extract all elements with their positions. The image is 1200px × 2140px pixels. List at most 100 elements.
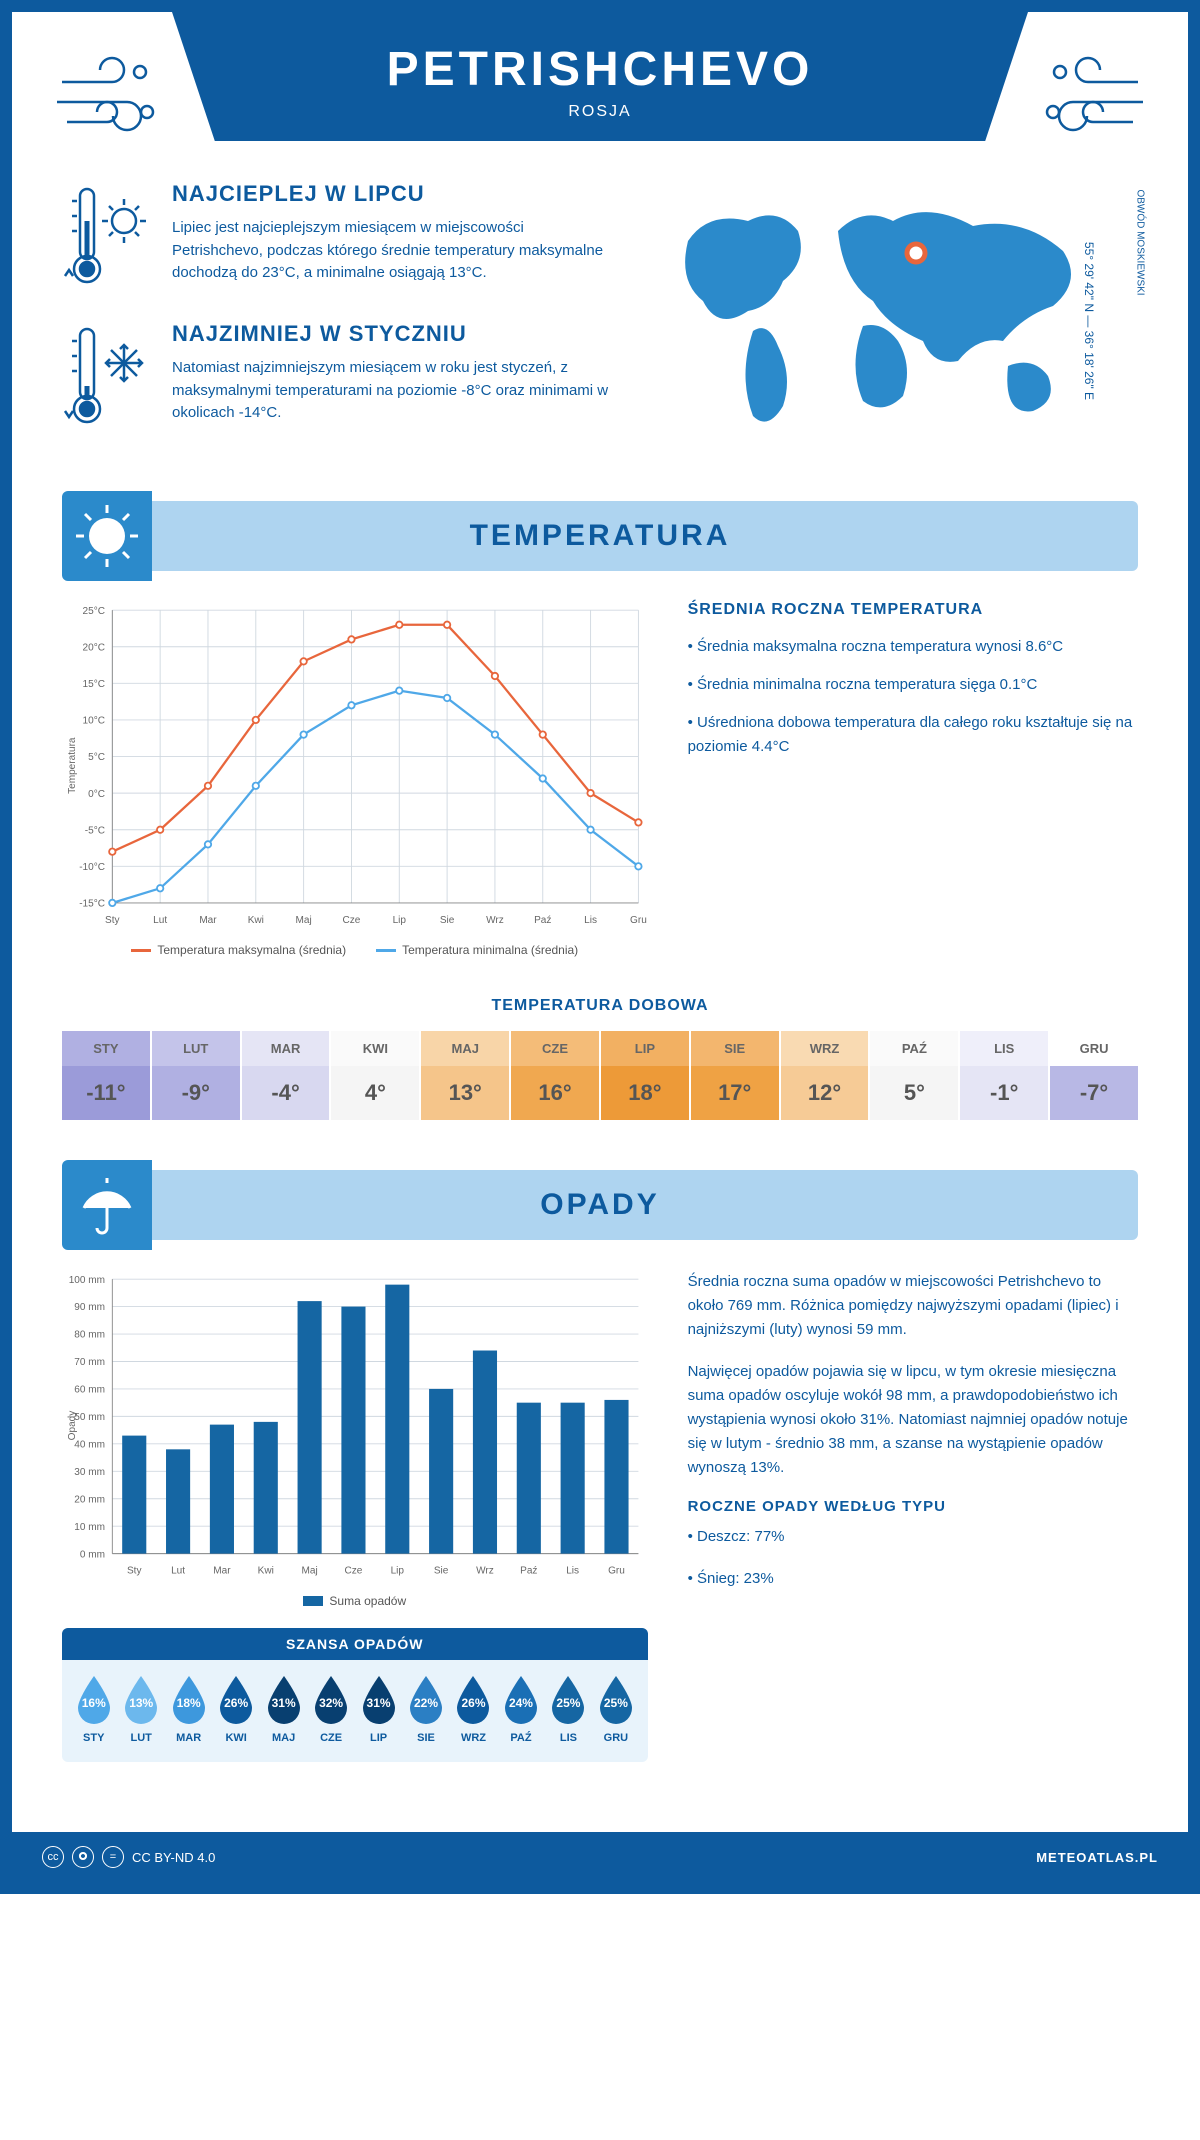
site-name: METEOATLAS.PL (1036, 1850, 1158, 1865)
svg-text:100 mm: 100 mm (69, 1275, 105, 1286)
svg-text:70 mm: 70 mm (74, 1358, 105, 1369)
drop-icon: 26% (214, 1674, 258, 1726)
month-cell: SIE17° (691, 1031, 781, 1120)
daily-temp-title: TEMPERATURA DOBOWA (62, 997, 1138, 1015)
umbrella-icon (62, 1160, 152, 1250)
drop-cell: 26%WRZ (450, 1674, 497, 1744)
drop-cell: 31%MAJ (260, 1674, 307, 1744)
svg-text:Paź: Paź (520, 1566, 537, 1577)
wind-icon (1038, 52, 1148, 147)
drop-cell: 26%KWI (212, 1674, 259, 1744)
content: NAJCIEPLEJ W LIPCU Lipiec jest najcieple… (12, 141, 1188, 1832)
drop-month-label: WRZ (450, 1732, 497, 1744)
month-value: -4° (242, 1066, 330, 1120)
chance-drops-row: 16%STY13%LUT18%MAR26%KWI31%MAJ32%CZE31%L… (62, 1660, 648, 1750)
drop-month-label: PAŹ (497, 1732, 544, 1744)
month-header: CZE (511, 1031, 599, 1066)
svg-text:15°C: 15°C (83, 679, 105, 690)
precip-type-bullet: • Deszcz: 77% (688, 1525, 1138, 1549)
svg-text:Sty: Sty (127, 1566, 142, 1577)
drop-cell: 22% SIE (402, 1674, 449, 1744)
precip-legend: Suma opadów (62, 1594, 648, 1608)
nd-icon: = (102, 1846, 124, 1868)
month-cell: MAR-4° (242, 1031, 332, 1120)
drop-icon: 13% (119, 1674, 163, 1726)
svg-text:Gru: Gru (630, 915, 647, 926)
legend-max: Temperatura maksymalna (średnia) (157, 943, 346, 957)
drop-month-label: MAR (165, 1732, 212, 1744)
svg-text:50 mm: 50 mm (74, 1412, 105, 1423)
svg-text:0 mm: 0 mm (80, 1550, 105, 1561)
svg-text:20°C: 20°C (83, 642, 105, 653)
license-block: cc 🞉 = CC BY-ND 4.0 (42, 1846, 215, 1868)
month-header: PAŹ (870, 1031, 958, 1066)
world-map: OBWÓD MOSKIEWSKI 55° 29' 42" N — 36° 18'… (658, 181, 1138, 461)
svg-text:25°C: 25°C (83, 606, 105, 617)
svg-text:Cze: Cze (345, 1566, 363, 1577)
month-value: -7° (1050, 1066, 1138, 1120)
wind-icon (52, 52, 162, 147)
svg-text:Lut: Lut (153, 915, 167, 926)
sun-icon (62, 491, 152, 581)
svg-text:Sty: Sty (105, 915, 120, 926)
precip-type-title: ROCZNE OPADY WEDŁUG TYPU (688, 1498, 1138, 1515)
drop-month-label: LIS (545, 1732, 592, 1744)
svg-text:80 mm: 80 mm (74, 1330, 105, 1341)
svg-text:Lip: Lip (393, 915, 407, 926)
drop-month-label: GRU (592, 1732, 639, 1744)
drop-cell: 32%CZE (307, 1674, 354, 1744)
legend-bar: Suma opadów (329, 1594, 406, 1608)
svg-text:Opady: Opady (67, 1411, 78, 1441)
by-icon: 🞉 (72, 1846, 94, 1868)
svg-text:Wrz: Wrz (486, 915, 504, 926)
month-value: 18° (601, 1066, 689, 1120)
drop-icon: 22% (404, 1674, 448, 1726)
warmest-block: NAJCIEPLEJ W LIPCU Lipiec jest najcieple… (62, 181, 618, 291)
month-value: -11° (62, 1066, 150, 1120)
drop-icon: 25% (546, 1674, 590, 1726)
daily-temp-table: STY-11°LUT-9°MAR-4°KWI4°MAJ13°CZE16°LIP1… (62, 1031, 1138, 1120)
month-header: KWI (331, 1031, 419, 1066)
svg-text:20 mm: 20 mm (74, 1495, 105, 1506)
drop-cell: 18%MAR (165, 1674, 212, 1744)
svg-text:Kwi: Kwi (248, 915, 264, 926)
temp-row: -15°C-10°C-5°C0°C5°C10°C15°C20°C25°CStyL… (62, 601, 1138, 957)
svg-text:Maj: Maj (296, 915, 312, 926)
month-header: MAJ (421, 1031, 509, 1066)
month-value: -1° (960, 1066, 1048, 1120)
month-cell: LIS-1° (960, 1031, 1050, 1120)
drop-month-label: STY (70, 1732, 117, 1744)
temp-bullet: • Średnia maksymalna roczna temperatura … (688, 635, 1138, 659)
drop-month-label: CZE (307, 1732, 354, 1744)
drop-month-label: SIE (402, 1732, 449, 1744)
svg-text:Sie: Sie (440, 915, 455, 926)
cc-icon: cc (42, 1846, 64, 1868)
svg-text:-15°C: -15°C (79, 899, 105, 910)
month-header: LIP (601, 1031, 689, 1066)
svg-text:-5°C: -5°C (85, 825, 105, 836)
month-header: GRU (1050, 1031, 1138, 1066)
month-header: MAR (242, 1031, 330, 1066)
opady-header: OPADY (62, 1170, 1138, 1240)
temperatura-title: TEMPERATURA (470, 519, 731, 552)
month-value: 5° (870, 1066, 958, 1120)
svg-text:Mar: Mar (213, 1566, 231, 1577)
month-value: 12° (781, 1066, 869, 1120)
svg-text:30 mm: 30 mm (74, 1467, 105, 1478)
month-cell: GRU-7° (1050, 1031, 1138, 1120)
chance-box: SZANSA OPADÓW 16%STY13%LUT18%MAR26%KWI31… (62, 1628, 648, 1762)
month-cell: WRZ12° (781, 1031, 871, 1120)
daily-temp-section: TEMPERATURA DOBOWA STY-11°LUT-9°MAR-4°KW… (62, 997, 1138, 1120)
precip-bar-chart: 0 mm10 mm20 mm30 mm40 mm50 mm60 mm70 mm8… (62, 1270, 648, 1762)
svg-text:Maj: Maj (302, 1566, 318, 1577)
svg-text:Cze: Cze (343, 915, 361, 926)
page: PETRISHCHEVO ROSJA (0, 0, 1200, 1894)
thermometer-hot-icon (62, 181, 152, 291)
license-text: CC BY-ND 4.0 (132, 1850, 215, 1865)
drop-month-label: MAJ (260, 1732, 307, 1744)
svg-text:Lis: Lis (566, 1566, 579, 1577)
temp-bullet: • Uśredniona dobowa temperatura dla całe… (688, 711, 1138, 759)
thermometer-cold-icon (62, 321, 152, 431)
drop-cell: 25% LIS (545, 1674, 592, 1744)
precip-type-bullet: • Śnieg: 23% (688, 1567, 1138, 1591)
